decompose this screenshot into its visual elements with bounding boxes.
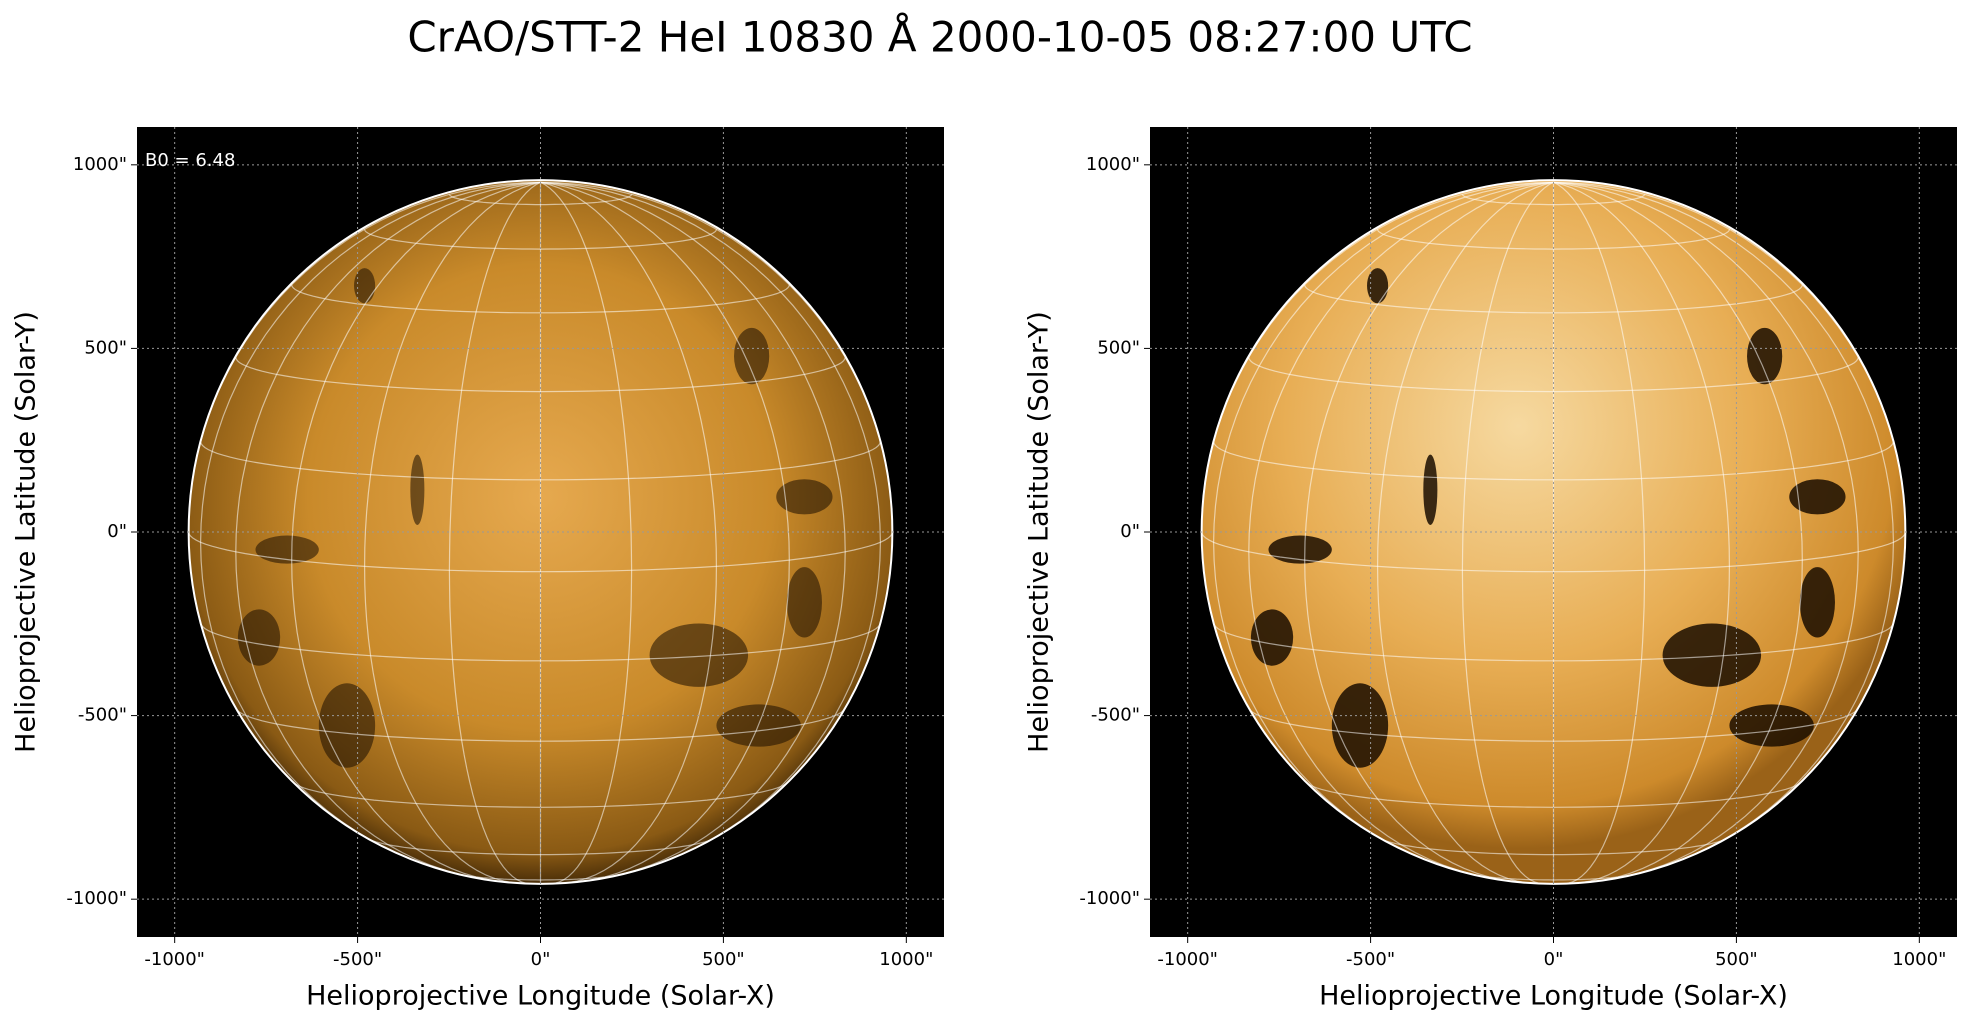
x-tick-label: -500" [333,949,382,970]
longitude-line [1553,181,1646,884]
x-tick-label: 1000" [879,949,933,970]
y-axis-label: Helioprojective Latitude (Solar-Y) [11,311,42,753]
dark-feature [237,609,281,666]
x-tick-label: 500" [702,949,745,970]
dark-feature [1367,268,1389,304]
dark-feature [1423,454,1438,525]
longitude-line [540,181,790,881]
disk-features [188,181,893,884]
longitude-line [1461,181,1554,884]
dark-feature [1747,327,1783,385]
x-tick-label: 500" [1715,949,1758,970]
dark-feature [1331,683,1389,768]
longitude-line [1304,181,1554,881]
y-tick-label: -500" [78,705,127,726]
dark-feature [776,479,833,515]
dark-feature [255,535,319,564]
longitude-line [448,181,541,884]
dark-feature [1662,623,1762,687]
dark-feature [734,327,770,385]
x-axis-label: Helioprojective Longitude (Solar-X) [1319,981,1788,1012]
x-axis-label: Helioprojective Longitude (Solar-X) [306,981,775,1012]
x-tick-label: 0" [1544,949,1564,970]
dark-feature [318,683,376,768]
longitude-line [540,181,633,884]
y-tick-label: 500" [1097,337,1140,358]
dark-feature [649,623,749,687]
y-tick-label: 1000" [1086,154,1140,175]
x-tick-label: 0" [531,949,551,970]
longitude-line [1553,181,1895,857]
longitude-line [363,181,541,884]
y-tick-label: 0" [107,521,127,542]
longitude-line [540,181,846,876]
dark-feature [1268,535,1332,564]
y-axis-label: Helioprojective Latitude (Solar-Y) [1024,311,1055,753]
longitude-line [1553,181,1803,881]
longitude-line [1553,181,1731,884]
annotation: B0 = 6.48 [145,150,235,171]
dark-feature [786,567,822,638]
longitude-line [235,181,541,876]
x-tick-label: -1000" [1157,949,1218,970]
y-tick-label: 500" [84,337,127,358]
longitude-line [199,181,541,857]
y-tick-label: -1000" [1079,888,1140,909]
y-tick-label: -1000" [66,888,127,909]
disk-features [1201,181,1906,884]
longitude-line [540,181,882,857]
y-tick-label: -500" [1091,705,1140,726]
x-tick-label: -500" [1346,949,1395,970]
dark-feature [1250,609,1294,666]
longitude-line [540,181,718,884]
longitude-line [1248,181,1554,876]
dark-feature [410,454,425,525]
figure-title: CrAO/STT-2 HeI 10830 Å 2000-10-05 08:27:… [407,12,1472,62]
dark-feature [1789,479,1846,515]
longitude-line [1553,181,1859,876]
longitude-line [1212,181,1554,857]
x-tick-label: 1000" [1892,949,1946,970]
y-tick-label: 0" [1120,521,1140,542]
y-tick-label: 1000" [73,154,127,175]
dark-feature [1799,567,1835,638]
x-tick-label: -1000" [144,949,205,970]
dark-feature [354,268,376,304]
longitude-line [1376,181,1554,884]
longitude-line [291,181,541,881]
